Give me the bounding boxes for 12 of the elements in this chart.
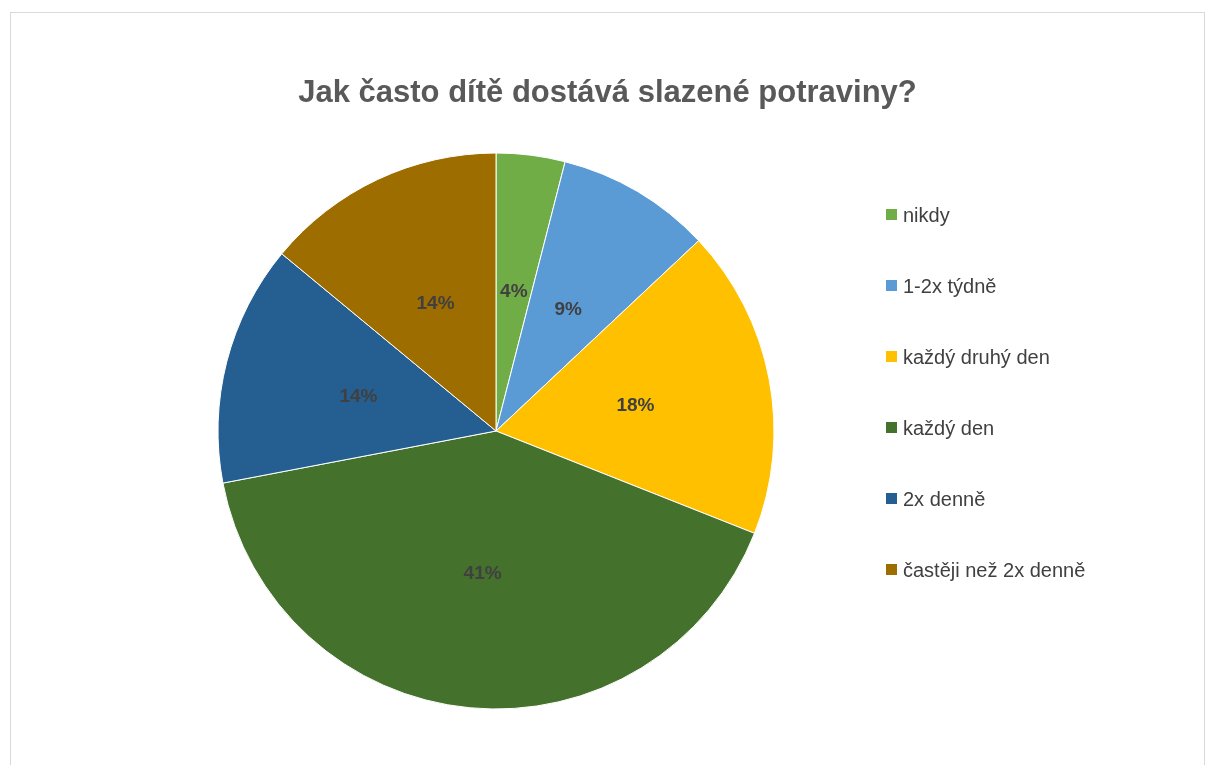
data-label: 4% [500, 279, 528, 301]
chart-title: Jak často dítě dostává slazené potraviny? [298, 74, 917, 109]
legend-label: 2x denně [903, 487, 986, 510]
data-label: 14% [339, 385, 378, 407]
data-label: 14% [416, 292, 455, 314]
legend-label: každý den [903, 416, 995, 439]
data-label: 18% [616, 393, 655, 415]
legend-label: nikdy [903, 203, 950, 226]
legend-label: 1-2x týdně [903, 274, 997, 297]
legend-label: častěji než 2x denně [903, 558, 1086, 581]
legend-label: každý druhý den [903, 345, 1050, 368]
data-label: 9% [554, 298, 583, 320]
